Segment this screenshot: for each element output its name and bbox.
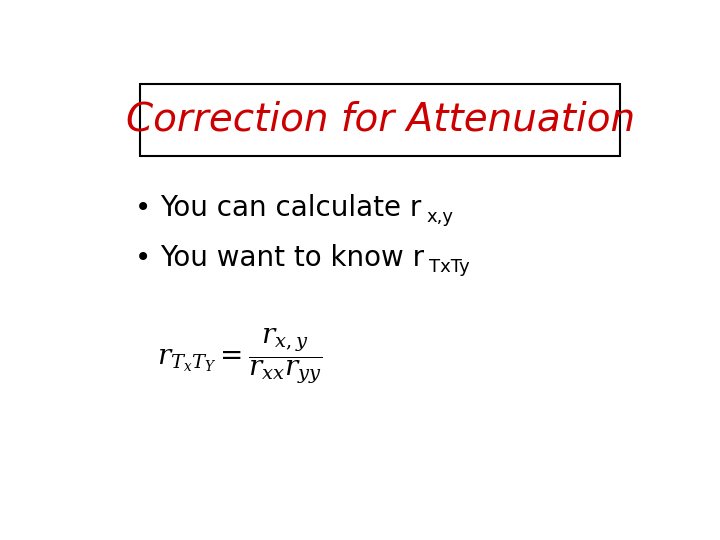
Text: Correction for Attenuation: Correction for Attenuation: [125, 101, 635, 139]
Text: •: •: [135, 244, 151, 272]
Text: TxTy: TxTy: [429, 258, 470, 276]
Text: $r_{T_xT_Y} = \dfrac{r_{x,y}}{r_{xx}r_{yy}}$: $r_{T_xT_Y} = \dfrac{r_{x,y}}{r_{xx}r_{y…: [157, 326, 323, 386]
Bar: [140, 84, 620, 156]
Text: You can calculate r: You can calculate r: [160, 194, 421, 222]
Text: •: •: [135, 194, 151, 222]
Text: You want to know r: You want to know r: [160, 244, 424, 272]
Text: x,y: x,y: [426, 208, 454, 226]
